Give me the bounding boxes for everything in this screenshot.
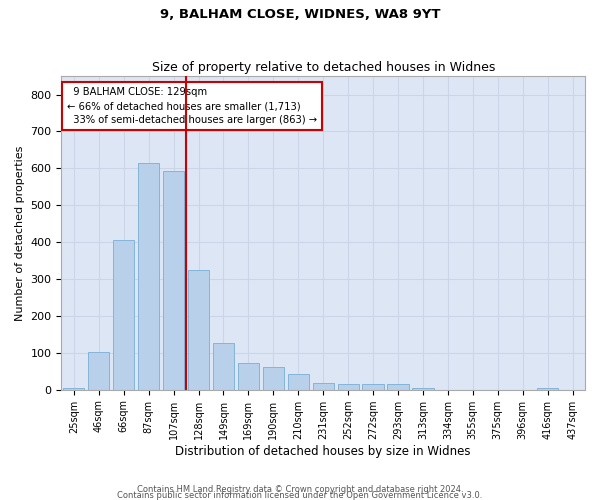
Bar — [88, 352, 109, 390]
Bar — [537, 388, 558, 390]
Bar — [287, 374, 309, 390]
Bar — [263, 367, 284, 390]
Bar — [238, 363, 259, 390]
Bar — [138, 163, 159, 390]
Bar — [213, 343, 234, 390]
Bar — [163, 172, 184, 390]
Title: Size of property relative to detached houses in Widnes: Size of property relative to detached ho… — [152, 60, 495, 74]
Bar — [113, 240, 134, 390]
Bar — [63, 388, 85, 390]
Y-axis label: Number of detached properties: Number of detached properties — [15, 145, 25, 320]
Bar — [388, 384, 409, 390]
Bar — [188, 270, 209, 390]
Bar — [412, 388, 434, 390]
X-axis label: Distribution of detached houses by size in Widnes: Distribution of detached houses by size … — [175, 444, 471, 458]
Text: Contains HM Land Registry data © Crown copyright and database right 2024.: Contains HM Land Registry data © Crown c… — [137, 484, 463, 494]
Bar — [362, 384, 383, 390]
Text: 9 BALHAM CLOSE: 129sqm
← 66% of detached houses are smaller (1,713)
  33% of sem: 9 BALHAM CLOSE: 129sqm ← 66% of detached… — [67, 87, 317, 125]
Text: 9, BALHAM CLOSE, WIDNES, WA8 9YT: 9, BALHAM CLOSE, WIDNES, WA8 9YT — [160, 8, 440, 20]
Bar — [313, 383, 334, 390]
Bar — [338, 384, 359, 390]
Text: Contains public sector information licensed under the Open Government Licence v3: Contains public sector information licen… — [118, 490, 482, 500]
